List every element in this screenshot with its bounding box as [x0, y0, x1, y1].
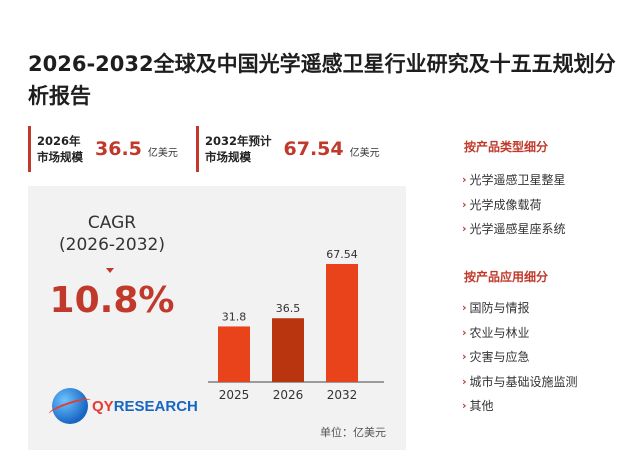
stat-unit: 亿美元: [349, 147, 380, 159]
data-label-2026: 36.5: [276, 302, 301, 315]
x-tick-label-2032: 2032: [327, 388, 358, 402]
list-item[interactable]: › 国防与情报: [462, 296, 578, 321]
application-heading: 按产品应用细分: [464, 270, 549, 284]
data-label-2025: 31.8: [222, 310, 247, 323]
bar-2032: [326, 264, 358, 382]
list-item[interactable]: › 光学成像载荷: [462, 193, 566, 218]
chevron-right-icon: ›: [462, 197, 467, 211]
chevron-right-icon: ›: [462, 173, 467, 186]
chevron-right-icon: ›: [462, 374, 467, 388]
unit-note: 单位：亿美元: [320, 426, 386, 439]
stat-unit: 亿美元: [147, 147, 178, 159]
list-item[interactable]: › 农业与林业: [462, 321, 578, 346]
list-item[interactable]: › 城市与基础设施监测: [462, 370, 578, 395]
chevron-right-icon: ›: [462, 350, 467, 363]
stat-label: 2032年预计 市场规模: [205, 134, 272, 164]
application-list: › 国防与情报 › 农业与林业 › 灾害与应急 › 城市与基础设施监测 › 其他: [462, 296, 578, 419]
globe-icon: [52, 388, 88, 424]
caret-down-icon: [106, 268, 114, 273]
list-item[interactable]: › 光学遥感星座系统: [462, 217, 566, 242]
x-tick-label-2026: 2026: [273, 388, 304, 402]
logo-text: QYRESEARCH: [92, 397, 198, 415]
data-label-2032: 67.54: [326, 248, 358, 261]
stat-value: 36.5: [95, 138, 142, 160]
product-type-heading: 按产品类型细分: [464, 140, 549, 154]
chevron-right-icon: ›: [462, 325, 467, 339]
bar-2026: [272, 318, 304, 382]
stat-2032-market-size: 2032年预计 市场规模 67.54 亿美元: [196, 126, 380, 172]
product-type-list: › 光学遥感卫星整星 › 光学成像载荷 › 光学遥感星座系统: [462, 168, 566, 242]
stat-2026-market-size: 2026年 市场规模 36.5 亿美元: [28, 126, 178, 172]
cagr-value: 10.8%: [49, 280, 175, 321]
page-title: 2026-2032全球及中国光学遥感卫星行业研究及十五五规划分析报告: [28, 52, 616, 108]
bar-chart: 31.8 2025 36.5 2026 67.54 2032: [208, 248, 384, 402]
list-item[interactable]: › 灾害与应急: [462, 345, 578, 370]
chevron-right-icon: ›: [462, 222, 467, 235]
stat-value: 67.54: [283, 138, 344, 160]
chevron-right-icon: ›: [462, 399, 467, 412]
cagr-label: CAGR (2026-2032): [59, 213, 165, 255]
chevron-right-icon: ›: [462, 301, 467, 314]
list-item[interactable]: › 其他: [462, 394, 578, 419]
x-tick-label-2025: 2025: [219, 388, 250, 402]
stat-label: 2026年 市场规模: [37, 134, 83, 164]
list-item[interactable]: › 光学遥感卫星整星: [462, 168, 566, 193]
qyresearch-logo: QYRESEARCH: [52, 388, 198, 424]
bar-2025: [218, 326, 250, 382]
chart-panel: CAGR (2026-2032) 10.8% 31.8 2025 36.5 2026 6…: [28, 186, 406, 450]
